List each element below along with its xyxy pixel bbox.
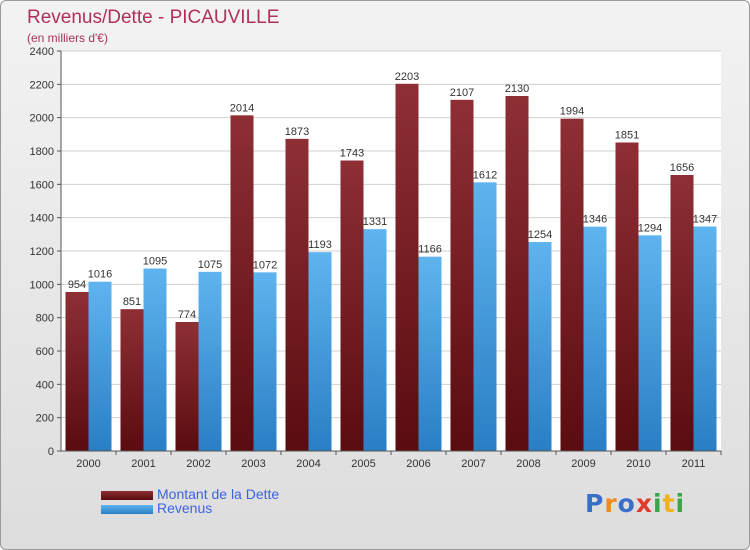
legend-swatch-revenus <box>101 505 153 514</box>
bar-revenus <box>143 268 167 451</box>
y-tick-label: 1600 <box>30 179 54 191</box>
x-tick-label: 2004 <box>296 458 320 470</box>
data-label-debt: 2107 <box>450 87 474 99</box>
logo-letter: P <box>585 489 605 518</box>
y-tick-label: 2200 <box>30 79 54 91</box>
data-label-debt: 1873 <box>285 126 309 138</box>
bar-revenus <box>693 226 717 451</box>
bar-debt <box>395 83 419 451</box>
bar-debt <box>505 96 529 451</box>
chart-title: Revenus/Dette - PICAUVILLE <box>27 7 280 28</box>
bar-debt <box>450 99 474 451</box>
x-tick-label: 2007 <box>461 458 485 470</box>
y-tick-label: 2000 <box>30 113 54 125</box>
bar-revenus <box>363 229 387 451</box>
y-tick-label: 0 <box>48 446 54 458</box>
y-tick-label: 400 <box>36 379 54 391</box>
data-label-revenus: 1016 <box>88 269 112 281</box>
bar-revenus <box>418 256 442 451</box>
logo-letter: i <box>653 489 663 518</box>
data-label-revenus: 1166 <box>418 244 442 256</box>
bar-revenus <box>528 242 552 451</box>
data-label-revenus: 1193 <box>308 239 332 251</box>
legend-swatch-debt <box>101 491 153 500</box>
proxiti-logo: Proxiti <box>585 489 685 518</box>
bar-revenus <box>473 182 497 452</box>
bar-revenus <box>308 252 332 451</box>
legend-label-revenus: Revenus <box>157 500 213 516</box>
data-label-debt: 2203 <box>395 71 419 83</box>
logo-letter: i <box>675 489 686 518</box>
chart-subtitle: (en milliers d'€) <box>27 31 108 45</box>
data-label-revenus: 1072 <box>253 259 277 271</box>
bar-debt <box>230 115 254 451</box>
logo-letter: r <box>604 489 618 518</box>
bar-debt <box>340 160 364 451</box>
data-label-debt: 1743 <box>340 148 364 160</box>
x-tick-label: 2000 <box>76 458 100 470</box>
x-tick-label: 2010 <box>626 458 650 470</box>
bar-debt <box>120 309 144 451</box>
logo-letter: o <box>617 489 636 518</box>
data-label-revenus: 1347 <box>693 214 717 226</box>
bar-revenus <box>253 272 277 451</box>
x-tick-label: 2003 <box>241 458 265 470</box>
bar-debt <box>615 142 639 451</box>
bar-debt <box>175 322 199 451</box>
y-tick-label: 1000 <box>30 279 54 291</box>
x-tick-label: 2006 <box>406 458 430 470</box>
data-label-debt: 1656 <box>670 162 694 174</box>
data-label-debt: 2014 <box>230 102 254 114</box>
bar-debt <box>560 118 584 452</box>
bar-debt <box>670 175 694 451</box>
bar-revenus <box>198 271 222 451</box>
bar-debt <box>65 292 89 451</box>
legend-label-debt: Montant de la Dette <box>157 486 280 502</box>
x-tick-label: 2002 <box>186 458 210 470</box>
logo-letter: t <box>662 489 676 518</box>
data-label-revenus: 1331 <box>363 216 387 228</box>
data-label-debt: 1851 <box>615 130 639 142</box>
y-tick-label: 2400 <box>30 46 54 58</box>
bar-revenus <box>88 281 112 451</box>
bar-debt <box>285 138 309 452</box>
data-label-revenus: 1294 <box>638 222 662 234</box>
y-tick-label: 1400 <box>30 213 54 225</box>
y-tick-label: 1800 <box>30 146 54 158</box>
data-label-debt: 774 <box>178 309 196 321</box>
data-label-debt: 851 <box>123 296 141 308</box>
bar-revenus <box>583 226 607 451</box>
y-tick-label: 200 <box>36 413 54 425</box>
data-label-revenus: 1075 <box>198 259 222 271</box>
data-label-debt: 954 <box>68 279 86 291</box>
data-label-revenus: 1095 <box>143 256 167 268</box>
y-tick-label: 600 <box>36 346 54 358</box>
y-tick-label: 1200 <box>30 246 54 258</box>
data-label-revenus: 1612 <box>473 169 497 181</box>
data-label-revenus: 1254 <box>528 229 552 241</box>
y-tick-label: 800 <box>36 313 54 325</box>
x-tick-label: 2011 <box>682 458 706 470</box>
x-tick-label: 2009 <box>571 458 595 470</box>
data-label-revenus: 1346 <box>583 214 607 226</box>
x-tick-label: 2001 <box>131 458 155 470</box>
x-tick-label: 2008 <box>516 458 540 470</box>
bar-revenus <box>638 235 662 451</box>
data-label-debt: 2130 <box>505 83 529 95</box>
x-tick-label: 2005 <box>351 458 375 470</box>
logo-letter: x <box>635 489 653 518</box>
data-label-debt: 1994 <box>560 106 584 118</box>
